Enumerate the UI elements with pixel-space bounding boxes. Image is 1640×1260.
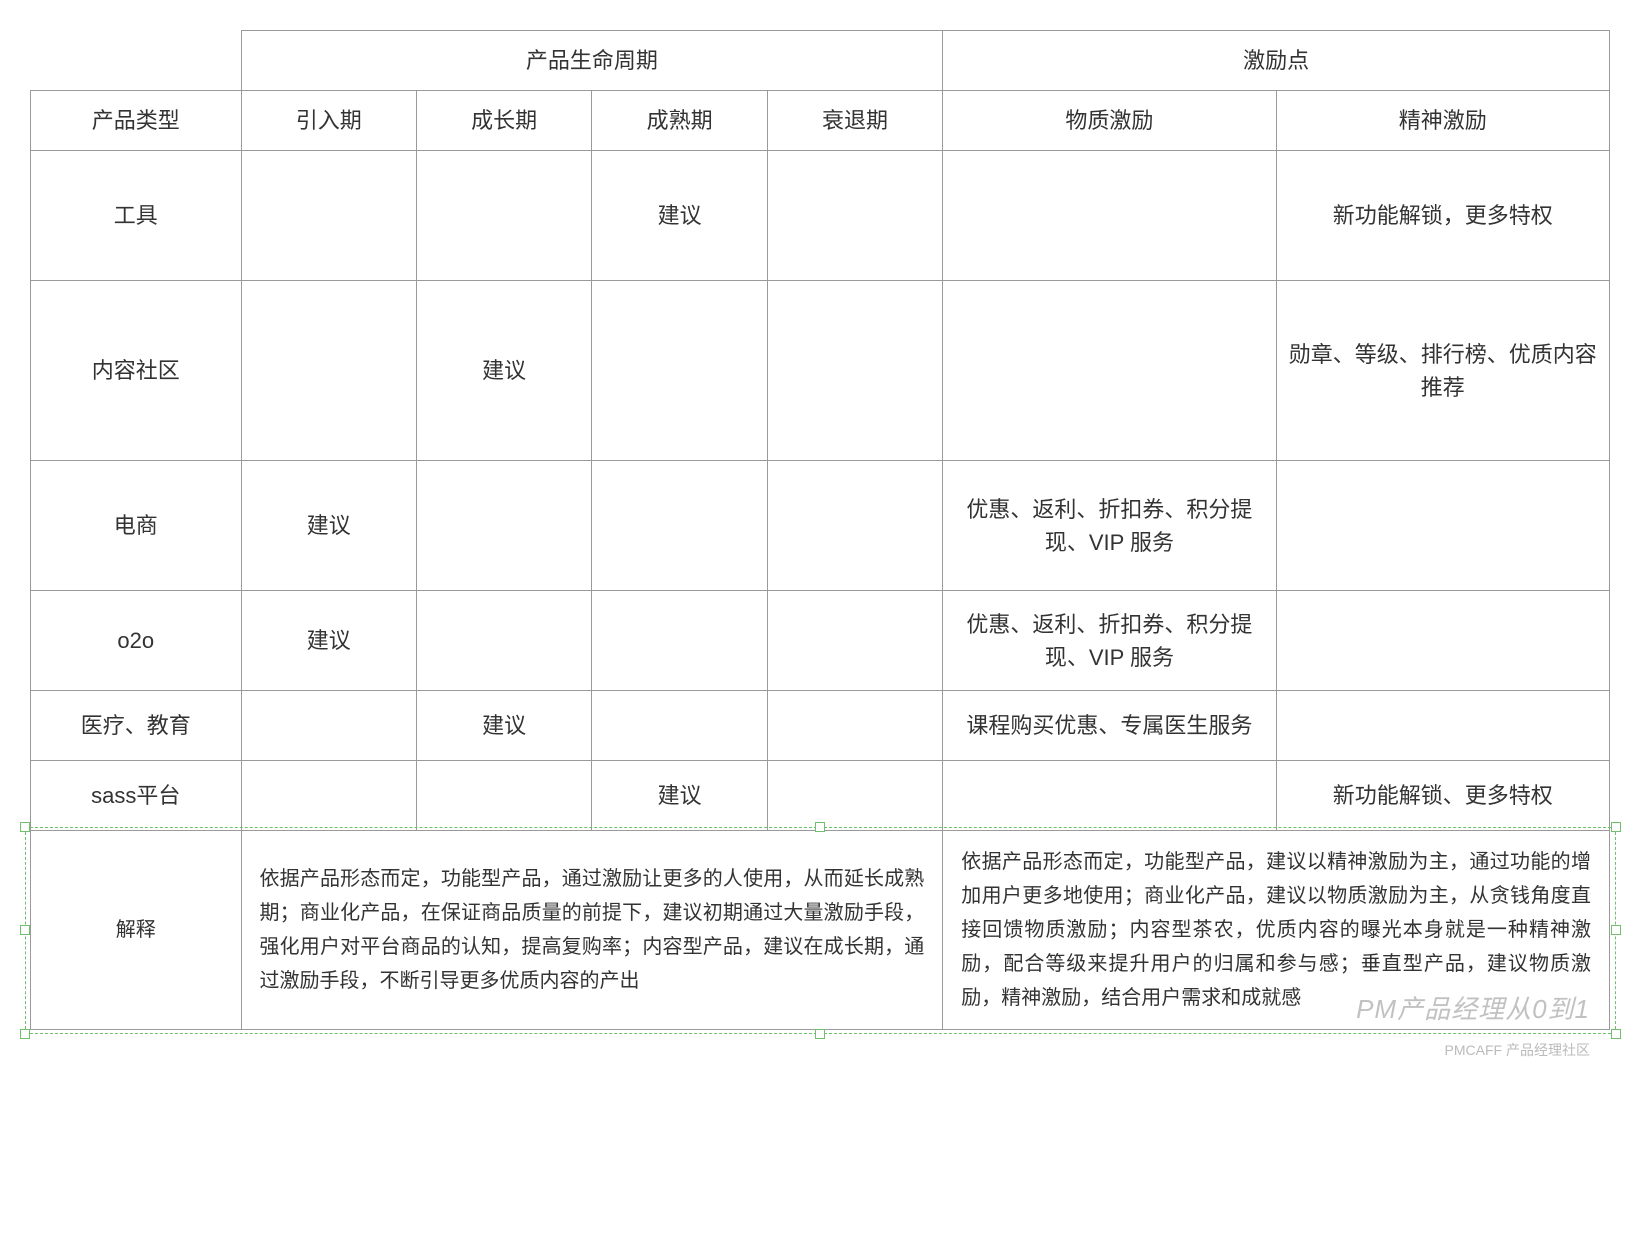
table-header-row: 产品类型 引入期 成长期 成熟期 衰退期 物质激励 精神激励	[31, 91, 1610, 151]
explain-row: 解释 依据产品形态而定，功能型产品，通过激励让更多的人使用，从而延长成熟期；商业…	[31, 831, 1610, 1030]
cell: 优惠、返利、折扣券、积分提现、VIP 服务	[943, 591, 1276, 691]
cell: 新功能解锁、更多特权	[1276, 761, 1609, 831]
cell: 建议	[241, 461, 416, 591]
table-container: 产品生命周期 激励点 产品类型 引入期 成长期 成熟期 衰退期 物质激励 精神激…	[30, 30, 1610, 1030]
explain-lifecycle-text: 依据产品形态而定，功能型产品，通过激励让更多的人使用，从而延长成熟期；商业化产品…	[241, 831, 943, 1030]
cell	[241, 761, 416, 831]
table-row: 工具 建议 新功能解锁，更多特权	[31, 151, 1610, 281]
table-row: 电商 建议 优惠、返利、折扣券、积分提现、VIP 服务	[31, 461, 1610, 591]
cell	[241, 151, 416, 281]
col-material-incentive: 物质激励	[943, 91, 1276, 151]
row-label-ecommerce: 电商	[31, 461, 242, 591]
selection-handle[interactable]	[1611, 822, 1621, 832]
cell	[1276, 591, 1609, 691]
cell: 建议	[416, 691, 591, 761]
col-phase-intro: 引入期	[241, 91, 416, 151]
col-spirit-incentive: 精神激励	[1276, 91, 1609, 151]
cell	[1276, 461, 1609, 591]
cell: 勋章、等级、排行榜、优质内容推荐	[1276, 281, 1609, 461]
cell	[1276, 691, 1609, 761]
col-phase-growth: 成长期	[416, 91, 591, 151]
cell	[416, 151, 591, 281]
cell: 建议	[592, 151, 767, 281]
cell	[416, 761, 591, 831]
selection-handle[interactable]	[1611, 1029, 1621, 1039]
selection-handle[interactable]	[20, 1029, 30, 1039]
cell	[767, 591, 942, 691]
row-label-o2o: o2o	[31, 591, 242, 691]
cell	[592, 691, 767, 761]
cell	[241, 691, 416, 761]
cell	[241, 281, 416, 461]
cell	[767, 281, 942, 461]
cell	[767, 691, 942, 761]
cell	[767, 461, 942, 591]
table-row: sass平台 建议 新功能解锁、更多特权	[31, 761, 1610, 831]
selection-handle[interactable]	[20, 822, 30, 832]
cell: 建议	[241, 591, 416, 691]
row-label-tools: 工具	[31, 151, 242, 281]
cell	[592, 461, 767, 591]
cell	[943, 151, 1276, 281]
table-row: o2o 建议 优惠、返利、折扣券、积分提现、VIP 服务	[31, 591, 1610, 691]
row-label-content-community: 内容社区	[31, 281, 242, 461]
row-label-med-edu: 医疗、教育	[31, 691, 242, 761]
table-row: 医疗、教育 建议 课程购买优惠、专属医生服务	[31, 691, 1610, 761]
cell	[592, 591, 767, 691]
cell: 课程购买优惠、专属医生服务	[943, 691, 1276, 761]
cell	[943, 761, 1276, 831]
cell: 建议	[416, 281, 591, 461]
explain-label: 解释	[31, 831, 242, 1030]
explain-incentive-text: 依据产品形态而定，功能型产品，建议以精神激励为主，通过功能的增加用户更多地使用；…	[943, 831, 1610, 1030]
cell	[592, 281, 767, 461]
col-phase-decline: 衰退期	[767, 91, 942, 151]
cell	[767, 151, 942, 281]
cell: 优惠、返利、折扣券、积分提现、VIP 服务	[943, 461, 1276, 591]
selection-handle[interactable]	[1611, 925, 1621, 935]
cell	[943, 281, 1276, 461]
row-label-sass: sass平台	[31, 761, 242, 831]
cell	[767, 761, 942, 831]
cell: 建议	[592, 761, 767, 831]
table-header-group-row: 产品生命周期 激励点	[31, 31, 1610, 91]
col-phase-mature: 成熟期	[592, 91, 767, 151]
incentive-group-header: 激励点	[943, 31, 1610, 91]
product-incentive-table: 产品生命周期 激励点 产品类型 引入期 成长期 成熟期 衰退期 物质激励 精神激…	[30, 30, 1610, 1030]
col-product-type: 产品类型	[31, 91, 242, 151]
lifecycle-group-header: 产品生命周期	[241, 31, 943, 91]
selection-handle[interactable]	[815, 1029, 825, 1039]
cell	[416, 591, 591, 691]
cell: 新功能解锁，更多特权	[1276, 151, 1609, 281]
footer-mark: PMCAFF 产品经理社区	[1445, 1040, 1590, 1060]
empty-corner-cell	[31, 31, 242, 91]
selection-handle[interactable]	[20, 925, 30, 935]
table-row: 内容社区 建议 勋章、等级、排行榜、优质内容推荐	[31, 281, 1610, 461]
cell	[416, 461, 591, 591]
